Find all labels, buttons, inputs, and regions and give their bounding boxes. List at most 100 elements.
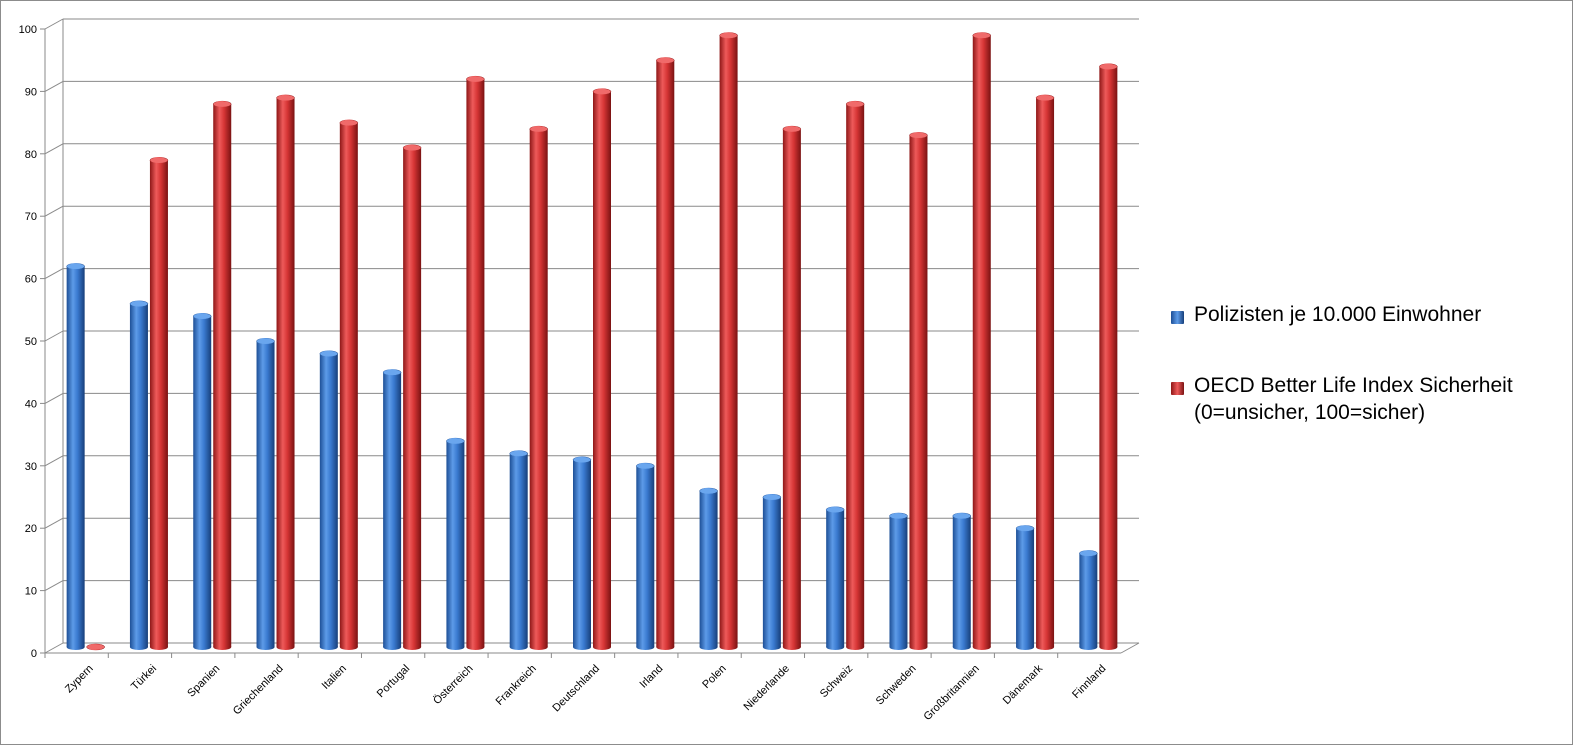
bar-oecd-Griechenland — [276, 94, 295, 650]
y-tick-label: 20 — [25, 523, 37, 535]
floor-edge — [1120, 642, 1140, 654]
bar-oecd-Spanien — [212, 100, 232, 650]
bar-base — [149, 644, 168, 650]
bar-body — [129, 303, 148, 647]
x-tick-label: Griechenland — [231, 663, 286, 718]
gridline-side — [44, 143, 64, 155]
bar-oecd-Italien — [339, 119, 359, 650]
x-tick-label: Polen — [700, 663, 728, 691]
legend-item-oecd: OECD Better Life Index Sicherheit (0=uns… — [1171, 372, 1513, 426]
x-tick-label: Deutschland — [550, 663, 602, 715]
bar-body — [403, 147, 422, 648]
bar-top — [212, 100, 232, 108]
bar-top — [1035, 94, 1055, 102]
bar-base — [403, 644, 422, 650]
x-tick-label: Dänemark — [1001, 662, 1046, 707]
legend: Polizisten je 10.000 Einwohner OECD Bett… — [1171, 301, 1513, 470]
y-tick-label: 80 — [25, 149, 37, 161]
x-tick-label: Italien — [320, 663, 349, 692]
gridline-side — [44, 80, 64, 92]
bar-body — [1036, 97, 1055, 647]
bar-oecd-Niederlande — [782, 125, 802, 650]
gridline-side — [44, 392, 64, 404]
bar-top — [402, 144, 422, 152]
bar-base — [952, 644, 971, 650]
gridline-side — [44, 205, 64, 217]
bar-base — [573, 644, 591, 650]
bar-body — [762, 497, 781, 647]
bar-top — [446, 437, 465, 445]
bar-body — [1016, 528, 1035, 647]
bar-police-Irland — [636, 462, 655, 650]
y-tick-label: 100 — [19, 24, 37, 36]
legend-swatch-blue — [1171, 311, 1184, 324]
bar-police-Türkei — [129, 300, 149, 650]
bar-body — [699, 491, 718, 647]
bar-base — [1099, 644, 1118, 650]
bar-layer — [66, 32, 1118, 651]
bar-base — [256, 644, 275, 650]
bar-body — [719, 35, 738, 648]
bar-body — [509, 453, 528, 647]
bar-base — [446, 644, 465, 650]
x-tick-label: Zypern — [63, 663, 96, 696]
bar-top — [782, 125, 802, 133]
bar-oecd-Zypern — [86, 643, 105, 651]
gridline-side — [44, 517, 64, 529]
bar-body — [972, 35, 991, 648]
bar-base — [782, 644, 801, 650]
bar-base — [1036, 644, 1055, 650]
bar-top — [256, 337, 275, 345]
bar-oecd-Dänemark — [1035, 94, 1055, 650]
bar-top — [719, 32, 738, 39]
bar-base — [383, 644, 402, 650]
bar-top — [149, 157, 169, 164]
bar-body — [1099, 66, 1118, 648]
x-tick-label: Schweden — [874, 663, 919, 708]
bar-top — [529, 125, 548, 133]
bar-base — [213, 644, 232, 650]
gridline-side — [44, 18, 64, 30]
legend-label-oecd: OECD Better Life Index Sicherheit (0=uns… — [1194, 372, 1513, 426]
bar-body — [593, 91, 611, 647]
gridline-side — [44, 268, 64, 280]
bar-base — [466, 644, 485, 650]
legend-item-police: Polizisten je 10.000 Einwohner — [1171, 301, 1513, 328]
bar-body — [636, 466, 655, 647]
gridline-side — [44, 330, 64, 342]
bar-base — [1016, 644, 1035, 650]
bar-base — [276, 644, 295, 650]
bar-top — [1015, 525, 1035, 532]
bar-top — [972, 32, 992, 39]
y-tick-label: 10 — [25, 586, 37, 598]
bar-top — [86, 643, 105, 651]
bar-police-Großbritannien — [952, 512, 972, 650]
bar-body — [383, 372, 402, 647]
bar-body — [782, 129, 801, 647]
legend-label-oecd-line1: OECD Better Life Index Sicherheit — [1194, 374, 1513, 397]
bar-police-Finnland — [1079, 550, 1098, 650]
bar-base — [972, 644, 991, 650]
x-tick-label: Niederlande — [742, 663, 792, 713]
bar-base — [193, 644, 212, 650]
bar-base — [339, 644, 358, 650]
bar-top — [762, 493, 782, 501]
bar-top — [319, 350, 339, 357]
legend-label-oecd-line2: (0=unsicher, 100=sicher) — [1194, 401, 1426, 424]
bar-base — [826, 644, 845, 650]
bar-police-Spanien — [192, 313, 212, 650]
bar-body — [573, 459, 591, 647]
bar-top — [699, 487, 718, 495]
x-tick-label: Spanien — [185, 663, 222, 700]
bar-top — [845, 100, 865, 108]
bar-base — [699, 644, 718, 650]
bar-body — [466, 79, 485, 647]
bar-top — [952, 512, 972, 520]
bar-oecd-Portugal — [402, 144, 422, 650]
bar-top — [382, 369, 402, 376]
y-tick-label: 60 — [25, 274, 37, 286]
bar-police-Italien — [319, 350, 339, 650]
x-tick-label: Frankreich — [494, 663, 539, 708]
bar-top — [825, 506, 845, 513]
bar-body — [952, 515, 971, 647]
